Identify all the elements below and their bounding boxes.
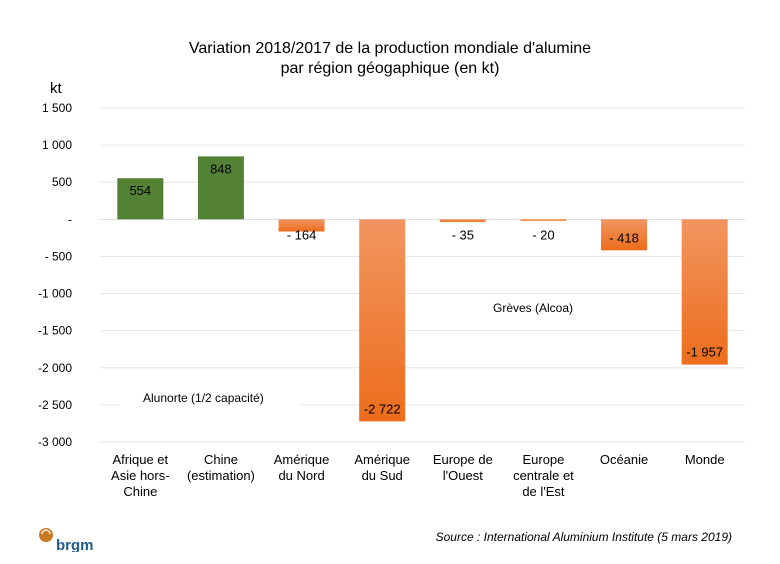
x-tick-label: Asie hors- [111, 468, 170, 483]
data-label: - 418 [609, 230, 639, 245]
data-label: -1 957 [686, 345, 723, 360]
y-tick-label: -1 000 [38, 287, 72, 301]
annotation-greves: Grèves (Alcoa) [493, 301, 573, 315]
y-tick-label: 1 000 [42, 138, 72, 152]
x-tick-label: Monde [685, 452, 725, 467]
data-label: - 164 [287, 227, 317, 242]
bar [359, 219, 406, 422]
y-tick-label: -2 000 [38, 361, 72, 375]
brgm-logo: brgm [39, 528, 94, 552]
annotation-box [120, 384, 300, 410]
x-tick-label: Afrique et [112, 452, 168, 467]
y-axis-label: kt [50, 80, 63, 97]
y-tick-label: 1 500 [42, 101, 72, 115]
x-tick-label: l'Ouest [443, 468, 483, 483]
chart-title-line1: Variation 2018/2017 de la production mon… [188, 40, 592, 57]
x-tick-label: centrale et [513, 468, 574, 483]
annotation-alunorte: Alunorte (1/2 capacité) [143, 391, 264, 405]
svg-text:brgm: brgm [56, 537, 94, 552]
bar [601, 219, 648, 251]
data-label: - 20 [532, 227, 554, 242]
x-tick-label: Amérique [354, 452, 410, 467]
data-label: -2 722 [364, 401, 401, 416]
y-tick-label: -3 000 [38, 435, 72, 449]
x-tick-label: Amérique [274, 452, 330, 467]
bar [117, 178, 164, 220]
bar [681, 219, 728, 365]
data-label: - 35 [452, 227, 474, 242]
x-tick-label: du Sud [362, 468, 403, 483]
y-tick-label: 500 [52, 175, 72, 189]
x-tick-label: Océanie [600, 452, 648, 467]
x-tick-label: (estimation) [187, 468, 255, 483]
data-label: 554 [129, 183, 151, 198]
y-tick-label: -2 500 [38, 398, 72, 412]
x-tick-label: Chine [123, 484, 157, 499]
x-tick-label: Chine [204, 452, 238, 467]
annotation-box [470, 294, 600, 320]
x-tick-label: Europe de [433, 452, 493, 467]
bar [278, 219, 325, 232]
bar [439, 219, 486, 222]
y-tick-label: -1 500 [38, 324, 72, 338]
bar [197, 156, 244, 220]
source-note: Source : International Aluminium Institu… [435, 530, 732, 544]
x-tick-label: de l'Est [522, 484, 565, 499]
chart-title-line2: par région géogaphique (en kt) [280, 60, 500, 77]
y-tick-label: - 500 [45, 249, 73, 263]
bar [520, 219, 567, 221]
data-label: 848 [210, 161, 232, 176]
x-tick-label: Europe [522, 452, 564, 467]
x-tick-label: du Nord [278, 468, 324, 483]
y-tick-label: - [68, 212, 72, 226]
